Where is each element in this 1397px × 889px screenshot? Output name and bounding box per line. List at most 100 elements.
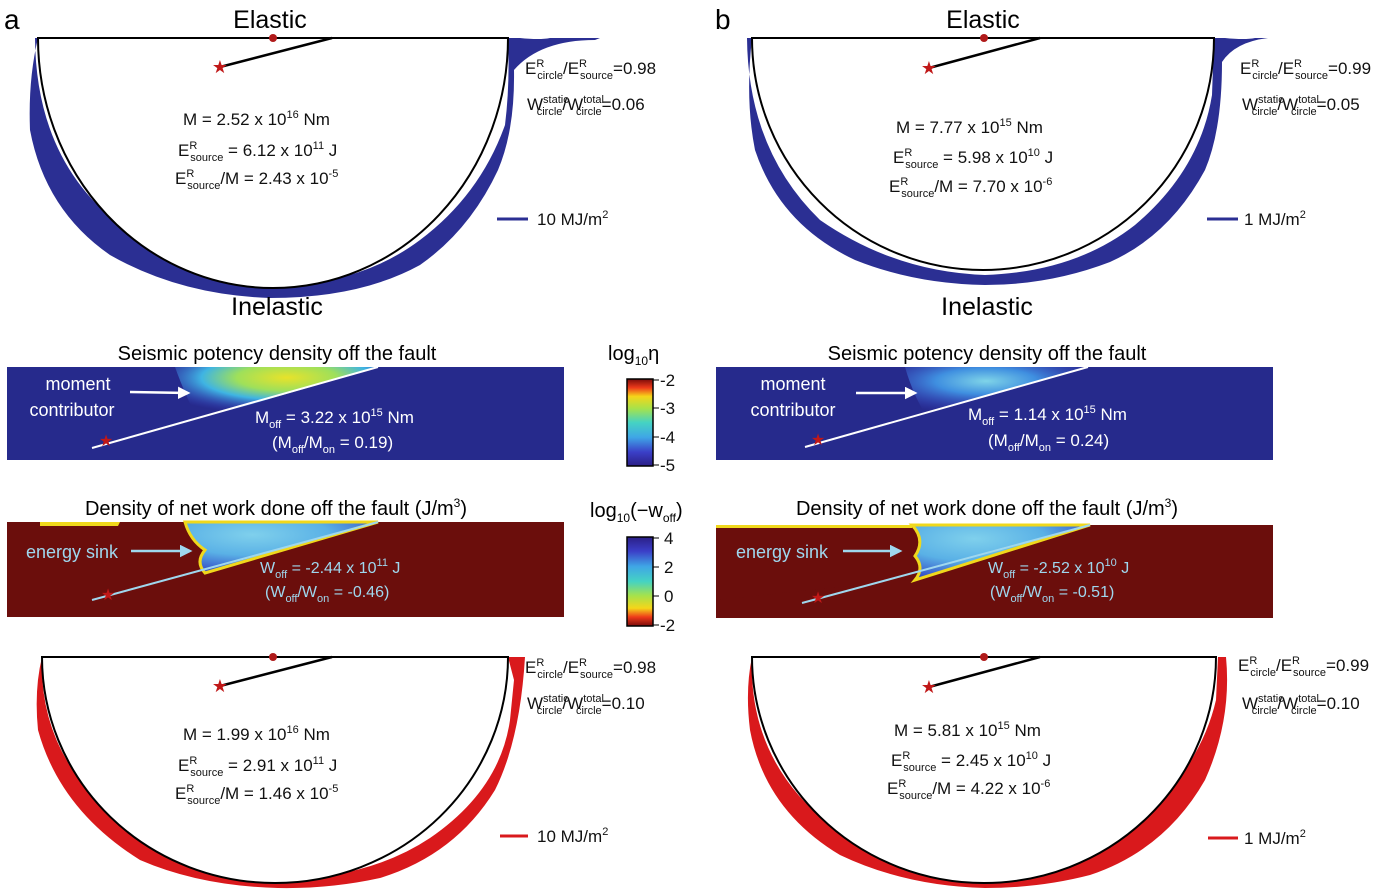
scale-bar-label: 10 MJ/m2 <box>537 826 608 846</box>
elastic-circle-a: Elastic ★ ER circle/ER source=0.98 Wstatic… <box>29 6 656 298</box>
potency-map-b: Seismic potency density off the fault ★ … <box>716 343 1273 460</box>
radiated-energy: ER source = 2.45 x 1010 J <box>891 750 1051 774</box>
off-fault-moment: Moff = 3.22 x 1015 Nm <box>255 407 414 431</box>
half-circle-outline <box>40 656 510 884</box>
colorbar-label: log10(−woff) <box>590 500 683 525</box>
moment-value: M = 5.81 x 1015 Nm <box>894 720 1041 740</box>
moment-ratio: (Moff/Mon = 0.24) <box>988 431 1109 454</box>
work-ratio: Wstatic circle/Wtotal circle=0.06 <box>527 94 645 118</box>
colorbar-potency: log10η -2 -3 -4 -5 <box>608 343 675 475</box>
hypocenter-star: ★ <box>99 433 113 450</box>
fault-line <box>91 366 379 449</box>
hypocenter-star: ★ <box>921 58 937 78</box>
colorbar-ramp <box>626 536 654 627</box>
scale-bar-label: 10 MJ/m2 <box>537 209 608 229</box>
work-ratio-map: (Woff/Won = -0.51) <box>990 584 1114 605</box>
fault-trace <box>219 655 333 688</box>
epicenter-dot <box>269 34 277 42</box>
moment-ratio: (Moff/Mon = 0.19) <box>272 433 393 456</box>
off-fault-work: Woff = -2.52 x 1010 J <box>988 557 1129 581</box>
radiated-energy: ER source = 6.12 x 1011 J <box>178 140 337 164</box>
sink-edge <box>716 525 912 528</box>
half-circle-outline <box>36 37 510 289</box>
panel-letter: b <box>715 4 731 35</box>
potency-title: Seismic potency density off the fault <box>118 343 437 365</box>
elastic-title: Elastic <box>233 6 307 34</box>
potency-map-a: Seismic potency density off the fault ★ … <box>7 343 564 460</box>
off-fault-moment: Moff = 1.14 x 1015 Nm <box>968 404 1127 428</box>
fault-line <box>804 366 1089 448</box>
hypocenter-star: ★ <box>921 677 937 697</box>
radiated-energy: ER source = 5.98 x 1010 J <box>893 147 1053 171</box>
potency-title: Seismic potency density off the fault <box>828 343 1147 365</box>
hypocenter-star: ★ <box>811 432 825 449</box>
sink-edge <box>40 522 120 526</box>
potency-hotspot <box>905 367 1085 414</box>
arrow-label: energy sink <box>26 542 119 562</box>
inelastic-circle-a: ★ ER circle/ER source=0.98 Wstatic circle/W… <box>36 653 656 889</box>
colorbar-tick: -5 <box>660 456 675 475</box>
colorbar-tick: -2 <box>660 616 675 635</box>
epicenter-dot <box>269 653 277 661</box>
fault-trace <box>928 655 1041 689</box>
work-ratio: Wstatic circle/Wtotal circle=0.10 <box>527 693 645 717</box>
half-circle-outline <box>750 656 1218 884</box>
colorbar-tick: 0 <box>664 587 673 606</box>
colorbar-tick: 4 <box>664 529 673 548</box>
fault-line <box>91 521 379 601</box>
colorbar-work: log10(−woff) 4 2 0 -2 <box>590 500 683 635</box>
colorbar-ramp <box>626 378 654 467</box>
epicenter-dot <box>980 653 988 661</box>
work-map-a: Density of net work done off the fault (… <box>7 496 564 617</box>
half-circle-outline <box>750 37 1216 271</box>
energy-ratio: ER circle/ER source=0.98 <box>525 58 656 82</box>
elastic-circle-b: Elastic ★ ER circle/ER source=0.99 Wstatic… <box>747 6 1371 285</box>
colorbar-tick: -2 <box>660 371 675 390</box>
moment-value: M = 7.77 x 1015 Nm <box>896 117 1043 137</box>
colorbar-label: log10η <box>608 343 659 368</box>
work-title: Density of net work done off the fault (… <box>796 496 1178 520</box>
energy-sink-region <box>908 523 1091 583</box>
panel-letter: a <box>4 4 20 35</box>
work-title: Density of net work done off the fault (… <box>85 496 467 520</box>
fault-trace <box>928 36 1041 70</box>
hypocenter-star: ★ <box>212 676 228 696</box>
radiated-energy-density <box>747 38 1268 285</box>
arrow-label: energy sink <box>736 542 829 562</box>
scaled-energy: ER source/M = 4.22 x 10-6 <box>887 778 1050 802</box>
elastic-title: Elastic <box>946 6 1020 34</box>
moment-value: M = 1.99 x 1016 Nm <box>183 724 330 744</box>
panel-a: a Elastic ★ ER circle/ER source=0.98 Wstat… <box>4 4 656 889</box>
energy-ratio: ER circle/ER source=0.99 <box>1240 58 1371 82</box>
radiated-energy-density <box>29 38 600 298</box>
scaled-energy: ER source/M = 1.46 x 10-5 <box>175 783 338 807</box>
energy-ratio: ER circle/ER source=0.98 <box>525 657 656 681</box>
hypocenter-star: ★ <box>212 57 228 77</box>
moment-value: M = 2.52 x 1016 Nm <box>183 109 330 129</box>
arrow-label-line1: moment <box>760 374 825 394</box>
moment-arrow <box>129 386 191 400</box>
radiated-energy: ER source = 2.91 x 1011 J <box>178 755 337 779</box>
colorbar-tick: 2 <box>664 558 673 577</box>
hypocenter-star: ★ <box>101 587 115 604</box>
arrow-label-line1: moment <box>45 374 110 394</box>
scale-bar-label: 1 MJ/m2 <box>1244 209 1306 229</box>
off-fault-work: Woff = -2.44 x 1011 J <box>260 557 400 581</box>
panel-b: b Elastic ★ ER circle/ER source=0.99 Wstat… <box>715 4 1371 888</box>
scaled-energy: ER source/M = 2.43 x 10-5 <box>175 168 338 192</box>
work-ratio: Wstatic circle/Wtotal circle=0.05 <box>1242 94 1360 118</box>
sink-shadow <box>716 525 916 600</box>
arrow-label-line2: contributor <box>29 400 114 420</box>
fault-line <box>801 524 1091 604</box>
scale-bar-label: 1 MJ/m2 <box>1244 828 1306 848</box>
potency-hotspot <box>175 367 378 420</box>
energy-ratio: ER circle/ER source=0.99 <box>1238 655 1369 679</box>
work-ratio: Wstatic circle/Wtotal circle=0.10 <box>1242 693 1360 717</box>
fault-trace <box>219 36 333 69</box>
arrow-label-line2: contributor <box>750 400 835 420</box>
colorbar-tick: -4 <box>660 428 675 447</box>
hypocenter-star: ★ <box>811 590 825 607</box>
epicenter-dot <box>980 34 988 42</box>
